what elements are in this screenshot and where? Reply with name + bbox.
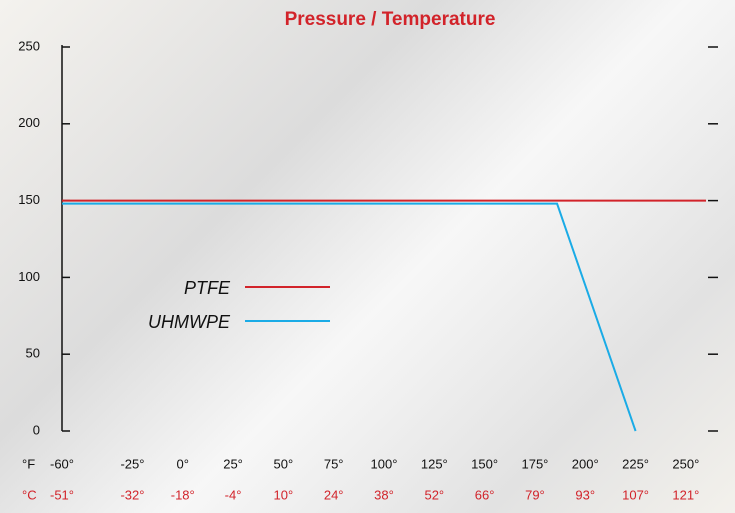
x2-tick-label: 93°: [575, 487, 595, 502]
y-tick-label: 50: [26, 346, 40, 361]
x2-tick-label: 38°: [374, 487, 394, 502]
x2-tick-label: 10°: [274, 487, 294, 502]
x2-tick-label: -32°: [120, 487, 144, 502]
y-tick-label: 250: [18, 38, 40, 53]
y-tick-label: 0: [33, 422, 40, 437]
x-tick-label: -60°: [50, 456, 74, 471]
x-tick-label: -25°: [120, 456, 144, 471]
x2-tick-label: 79°: [525, 487, 545, 502]
x-tick-label: 200°: [572, 456, 599, 471]
x-tick-label: 150°: [471, 456, 498, 471]
legend-label: PTFE: [184, 278, 231, 298]
x-tick-label: 50°: [274, 456, 294, 471]
x-unit: °F: [22, 456, 35, 471]
x2-tick-label: 121°: [672, 487, 699, 502]
x2-tick-label: 52°: [424, 487, 444, 502]
x-tick-label: 225°: [622, 456, 649, 471]
x2-unit: °C: [22, 487, 37, 502]
x-tick-label: 175°: [521, 456, 548, 471]
legend-label: UHMWPE: [148, 312, 231, 332]
x-tick-label: 100°: [371, 456, 398, 471]
x2-tick-label: -18°: [171, 487, 195, 502]
y-tick-label: 100: [18, 269, 40, 284]
x-tick-label: 250°: [672, 456, 699, 471]
x2-tick-label: -51°: [50, 487, 74, 502]
x-tick-label: 25°: [223, 456, 243, 471]
y-tick-label: 150: [18, 192, 40, 207]
y-tick-label: 200: [18, 115, 40, 130]
chart-title: Pressure / Temperature: [285, 9, 496, 30]
x-tick-label: 125°: [421, 456, 448, 471]
x-tick-label: 75°: [324, 456, 344, 471]
chart: Pressure / Temperature °F °C 0 50 100 150 20…: [0, 0, 735, 513]
x-tick-label: 0°: [177, 456, 189, 471]
x2-tick-label: -4°: [225, 487, 242, 502]
x2-tick-label: 24°: [324, 487, 344, 502]
x2-tick-label: 66°: [475, 487, 495, 502]
x2-tick-label: 107°: [622, 487, 649, 502]
